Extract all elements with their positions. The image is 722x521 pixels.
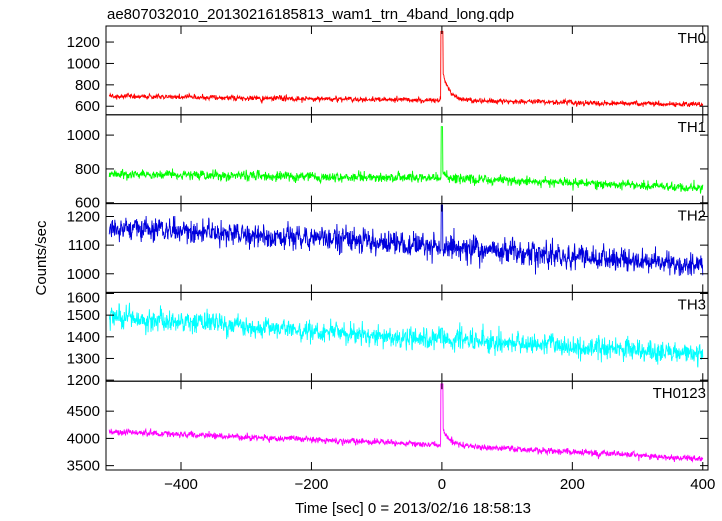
y-tick-label: 1300 bbox=[67, 350, 100, 367]
y-axis-label: Counts/sec bbox=[33, 220, 50, 296]
panel-th2: 1000 1100 1200 TH2 bbox=[67, 203, 709, 293]
series-line-th2 bbox=[108, 204, 704, 276]
x-tick-label: 200 bbox=[560, 476, 585, 493]
y-tick-label: 800 bbox=[75, 77, 100, 94]
x-tick-label: −200 bbox=[295, 476, 329, 493]
panel-frame-th1 bbox=[105, 114, 709, 205]
y-tick-label: 1600 bbox=[67, 289, 100, 306]
panel-label-th3: TH3 bbox=[678, 296, 706, 313]
panel-label-th2: TH2 bbox=[678, 208, 706, 225]
panel-frame-th0123 bbox=[105, 380, 709, 471]
y-tick-label: 1200 bbox=[67, 208, 100, 225]
series-line-th0123 bbox=[108, 383, 704, 463]
y-tick-label: 600 bbox=[75, 98, 100, 115]
y-tick-label: 1200 bbox=[67, 372, 100, 389]
panel-th0123: 3500 4000 4500 TH0123 bbox=[67, 380, 709, 475]
y-tick-label: 4000 bbox=[67, 430, 100, 447]
series-line-th3 bbox=[108, 302, 704, 368]
panel-label-th1: TH1 bbox=[678, 119, 706, 136]
panels-group: 600 800 1000 1200 TH0 600 800 1000 TH1 1000 1100 12… bbox=[67, 25, 715, 493]
x-tick-label: −400 bbox=[164, 476, 198, 493]
y-tick-label: 1500 bbox=[67, 307, 100, 324]
y-tick-label: 1000 bbox=[67, 55, 100, 72]
x-tick-label: 0 bbox=[438, 476, 446, 493]
x-axis-label: Time [sec] 0 = 2013/02/16 18:58:13 bbox=[295, 500, 531, 516]
y-tick-label: 1000 bbox=[67, 266, 100, 283]
y-tick-label: 4500 bbox=[67, 403, 100, 420]
y-tick-label: 1000 bbox=[67, 127, 100, 144]
series-line-th1 bbox=[108, 126, 704, 194]
panel-label-th0: TH0 bbox=[678, 30, 706, 47]
y-tick-label: 1400 bbox=[67, 329, 100, 346]
y-tick-label: 800 bbox=[75, 161, 100, 178]
x-tick-label: 400 bbox=[690, 476, 715, 493]
chart-title: ae807032010_20130216185813_wam1_trn_4ban… bbox=[107, 6, 514, 23]
panel-th1: 600 800 1000 TH1 bbox=[67, 114, 709, 212]
y-tick-label: 1100 bbox=[68, 237, 100, 254]
series-line-th0 bbox=[108, 30, 704, 108]
panel-label-th0123: TH0123 bbox=[653, 385, 706, 402]
panel-th0: 600 800 1000 1200 TH0 bbox=[67, 25, 709, 116]
y-tick-label: 600 bbox=[75, 195, 100, 212]
y-tick-label: 3500 bbox=[67, 458, 100, 475]
y-tick-label: 1200 bbox=[67, 34, 100, 51]
